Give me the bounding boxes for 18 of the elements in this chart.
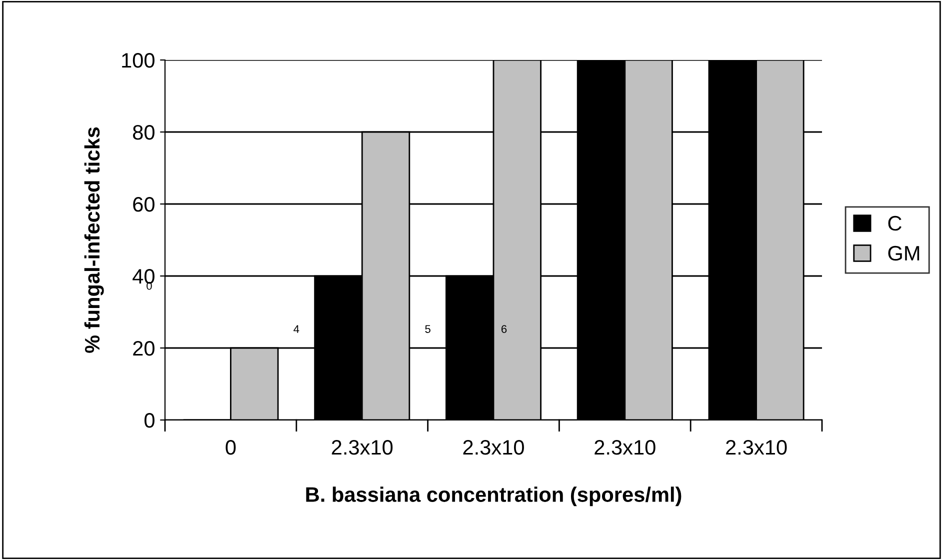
y-tick-label: 40 [132, 269, 154, 284]
x-tick-label: 2.3x10 [463, 440, 524, 455]
x-tick-label: 2.3x10 [594, 440, 656, 455]
annotation: 5 [425, 325, 430, 333]
x-tick-label: 2.3x10 [726, 440, 787, 455]
y-tick-label: 60 [133, 197, 154, 212]
y-tick-label: 20 [133, 341, 154, 356]
x-tick-label: 0 [226, 440, 236, 455]
y-tick-label: 0 [144, 413, 154, 428]
legend-label: C [888, 216, 902, 231]
annotation: 6 [501, 325, 507, 333]
y-axis-title: % fungal-infected ticks [84, 127, 104, 353]
x-axis-title: B. bassiana concentration (spores/ml) [306, 486, 682, 506]
annotation: 4 [294, 325, 300, 333]
legend-label: GM [888, 246, 920, 261]
y-tick-label: 80 [133, 125, 154, 140]
y-tick-label: 100 [122, 53, 154, 68]
x-tick-label: 2.3x10 [332, 440, 393, 455]
